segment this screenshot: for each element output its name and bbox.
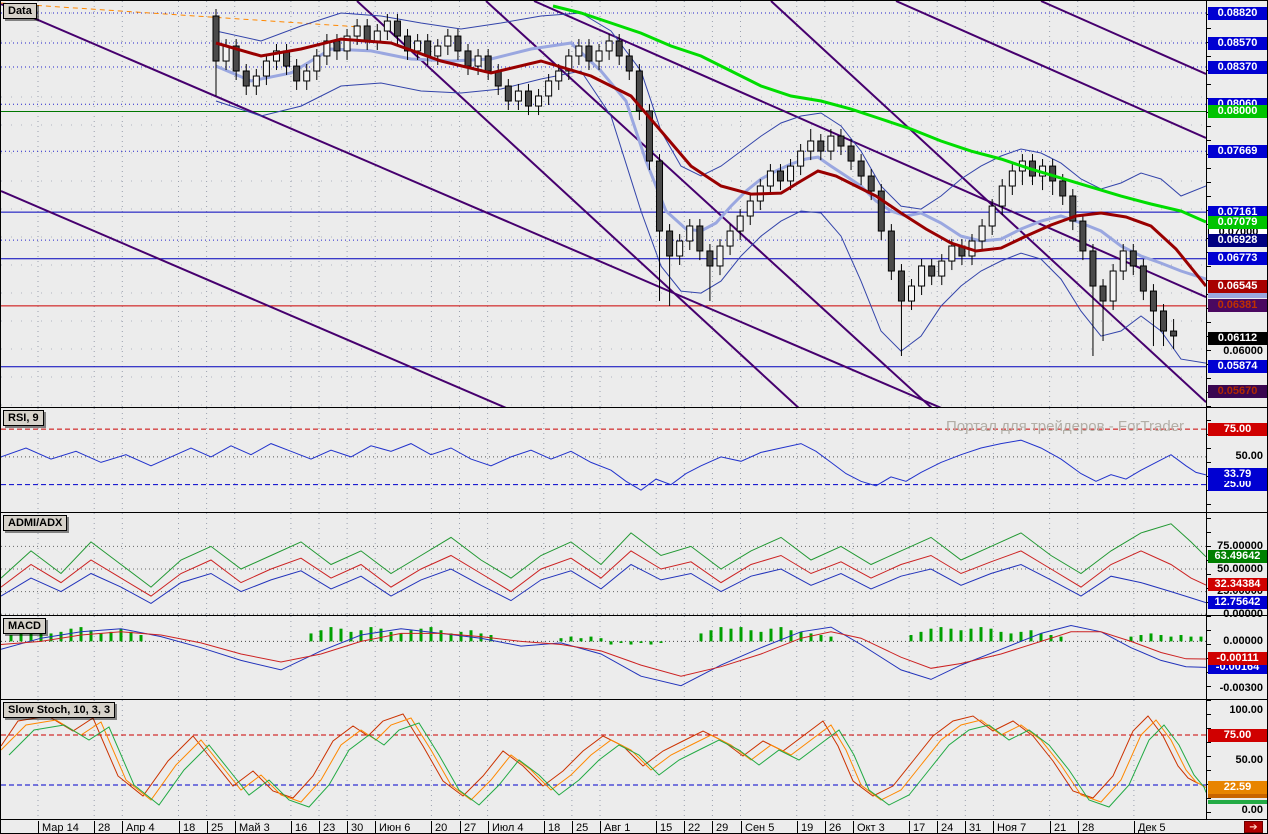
stoch-scale-label: 50.00 — [1235, 754, 1263, 766]
date-tick-label: 28 — [94, 821, 110, 833]
macd-scale-label: 0.00000 — [1223, 635, 1263, 647]
main-scale-label — [1208, 293, 1267, 298]
panel-label-rsi[interactable]: RSI, 9 — [3, 410, 44, 426]
date-tick-label: 20 — [431, 821, 447, 833]
macd-panel-canvas[interactable] — [1, 616, 1206, 700]
date-tick-label: 18 — [544, 821, 560, 833]
date-tick-label: 24 — [937, 821, 953, 833]
adx-scale-label: 0.00000 — [1223, 608, 1263, 620]
adx-scale-label: 32.34384 — [1208, 578, 1267, 591]
date-tick-label: 21 — [1050, 821, 1066, 833]
stoch-panel-canvas[interactable] — [1, 700, 1206, 819]
price-scale[interactable] — [1206, 1, 1267, 819]
date-tick-label: 30 — [347, 821, 363, 833]
rsi-scale-label: 50.00 — [1235, 450, 1263, 462]
adx-scale-label: 12.75642 — [1208, 596, 1267, 609]
date-tick-label: Апр 4 — [122, 821, 155, 833]
date-tick-label: Мар 14 — [38, 821, 79, 833]
date-tick-label: 16 — [291, 821, 307, 833]
panel-separator — [1, 512, 1267, 513]
rsi-scale-label: 75.00 — [1208, 423, 1267, 436]
adx-panel-canvas[interactable] — [1, 513, 1206, 616]
main-scale-label: 0.06545 — [1208, 280, 1267, 293]
stoch-scale-label: 75.00 — [1208, 729, 1267, 742]
date-tick-label: Июл 4 — [488, 821, 524, 833]
panel-separator — [1, 407, 1267, 408]
date-tick-label: 31 — [965, 821, 981, 833]
panel-label-adx[interactable]: ADMI/ADX — [3, 515, 68, 531]
rsi-panel-canvas[interactable] — [1, 408, 1206, 513]
main-scale-label: 0.08820 — [1208, 7, 1267, 20]
main-scale-label: 0.06773 — [1208, 252, 1267, 265]
main-scale-label: 0.06000 — [1223, 345, 1263, 357]
date-tick-label: Сен 5 — [741, 821, 774, 833]
scale-minor-ticks — [1207, 1, 1211, 819]
date-tick-label: Окт 3 — [853, 821, 885, 833]
rsi-scale-label: 33.79 — [1208, 468, 1267, 481]
scroll-right-button[interactable]: ➔ — [1244, 821, 1263, 833]
date-tick-label: 22 — [684, 821, 700, 833]
watermark: Портал для трейдеров - ForTrader — [946, 418, 1185, 435]
macd-scale-label: -0.00111 — [1208, 652, 1267, 665]
main-scale-label: 0.07079 — [1208, 216, 1267, 229]
main-scale-label: 0.06928 — [1208, 234, 1267, 247]
adx-scale-label: 75.00000 — [1217, 540, 1263, 552]
stoch-scale-label — [1208, 800, 1267, 804]
adx-scale-label: 50.00000 — [1217, 563, 1263, 575]
main-scale-label: 0.06112 — [1208, 332, 1267, 345]
date-tick-label: 19 — [797, 821, 813, 833]
panel-label-data[interactable]: Data — [3, 3, 37, 19]
panel-label-macd[interactable]: MACD — [3, 618, 46, 634]
date-tick-label: Ноя 7 — [993, 821, 1026, 833]
date-tick-label: 27 — [460, 821, 476, 833]
main-scale-label: 0.07669 — [1208, 145, 1267, 158]
main-scale-label: 0.08370 — [1208, 61, 1267, 74]
date-tick-label: 18 — [179, 821, 195, 833]
date-tick-label: 25 — [207, 821, 223, 833]
panel-separator — [1, 699, 1267, 700]
date-tick-label: Июн 6 — [375, 821, 410, 833]
main-scale-label: 0.06381 — [1208, 299, 1267, 312]
date-tick-label: 17 — [909, 821, 925, 833]
adx-scale-label: 63.49642 — [1208, 550, 1267, 563]
main-scale-label: 0.08000 — [1208, 105, 1267, 118]
stoch-scale-label: 100.00 — [1229, 704, 1263, 716]
date-tick-label: 25 — [572, 821, 588, 833]
main-scale-label: 0.05670 — [1208, 385, 1267, 398]
panel-separator — [1, 615, 1267, 616]
main-scale-label: 0.08570 — [1208, 37, 1267, 50]
macd-scale-label: -0.00300 — [1219, 682, 1263, 694]
main-panel-canvas[interactable] — [1, 1, 1206, 408]
date-tick-label: Авг 1 — [600, 821, 630, 833]
date-axis[interactable]: Мар 14 28 Апр 4 18 25 Май 3 16 23 30 Июн 6 20 27 Июл… — [1, 819, 1267, 833]
stoch-scale-label: 22.59 — [1208, 781, 1267, 794]
panel-label-stoch[interactable]: Slow Stoch, 10, 3, 3 — [3, 702, 116, 718]
plot-area[interactable] — [1, 1, 1206, 819]
main-scale-label: 0.05874 — [1208, 360, 1267, 373]
main-scale-label: 0.07161 — [1208, 206, 1267, 219]
date-tick-label: Май 3 — [235, 821, 270, 833]
date-tick-label: 23 — [319, 821, 335, 833]
rsi-scale-label: 25.00 — [1208, 478, 1267, 491]
date-tick-label: 26 — [825, 821, 841, 833]
date-tick-label: Дек 5 — [1134, 821, 1166, 833]
date-tick-label: 28 — [1078, 821, 1094, 833]
stoch-scale-label: 0.00 — [1241, 804, 1263, 816]
date-tick-label: 15 — [656, 821, 672, 833]
date-tick-label: 29 — [712, 821, 728, 833]
